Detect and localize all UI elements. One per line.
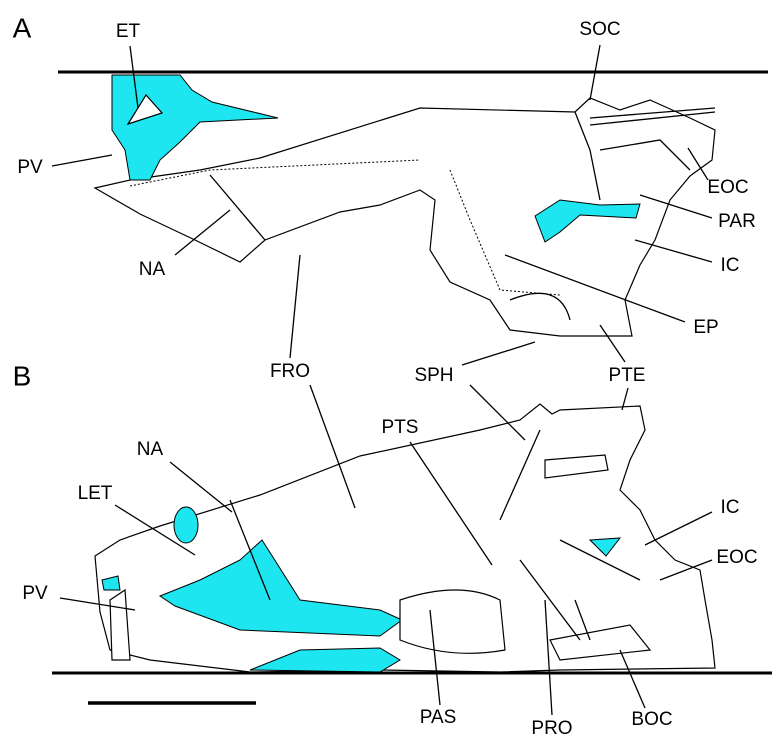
figure: A ET SOC PV EOC PAR NA IC EP FRO SPH PTE… (0, 0, 782, 747)
panel-letter: B (13, 360, 32, 391)
label: PTS (382, 417, 419, 438)
label: PTE (609, 365, 646, 386)
label: PRO (531, 718, 572, 739)
label: SPH (414, 365, 453, 386)
label: IC (721, 497, 740, 518)
label: BOC (631, 709, 672, 730)
label: ET (116, 21, 141, 42)
label: NA (139, 259, 166, 280)
label: EP (693, 317, 718, 338)
panel-letter: A (13, 12, 32, 43)
label: IC (721, 255, 740, 276)
label: FRO (270, 361, 310, 382)
label: NA (137, 439, 164, 460)
label: PAS (420, 707, 457, 728)
label: EOC (716, 547, 757, 568)
label: LET (78, 483, 113, 504)
label: PV (17, 157, 43, 178)
label: EOC (707, 177, 748, 198)
label: PAR (718, 211, 756, 232)
label: PV (22, 583, 48, 604)
label: SOC (579, 19, 620, 40)
